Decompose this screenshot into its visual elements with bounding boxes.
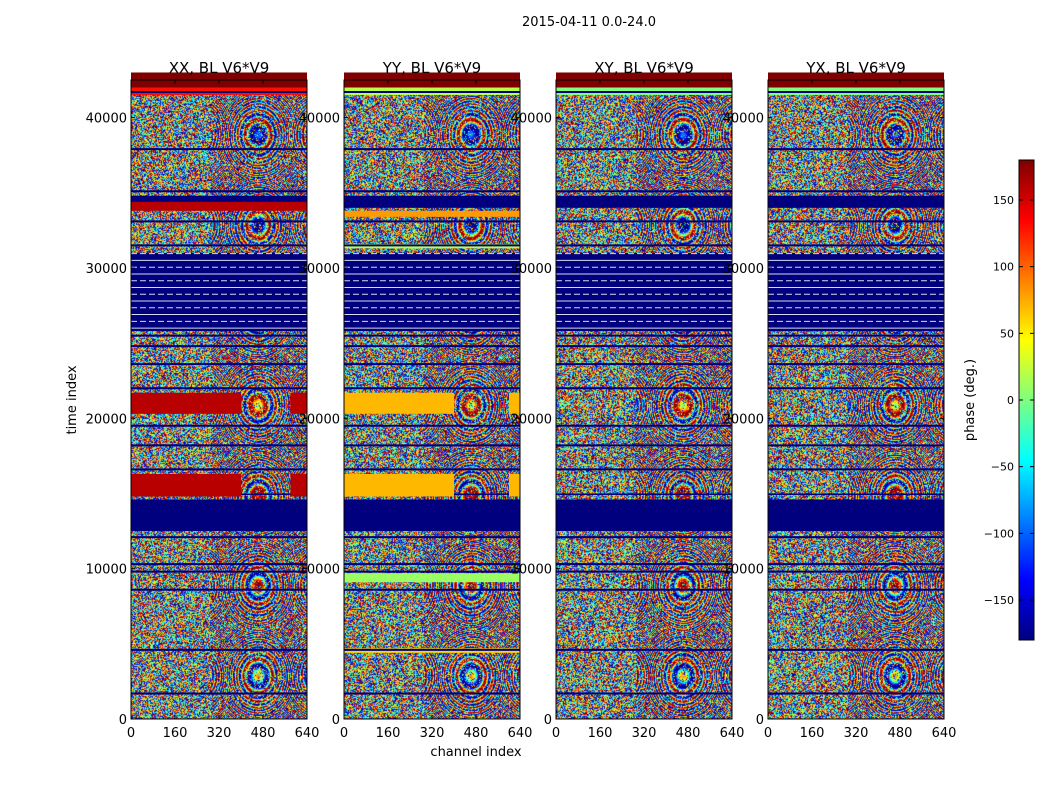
phase-band [344, 392, 454, 414]
phase-band [290, 473, 307, 497]
x-tick-label: 480 [676, 726, 701, 741]
colorbar-tick-label: 150 [993, 194, 1014, 207]
blocked-band [768, 493, 944, 495]
panel-title: XX, BL V6*V9 [169, 59, 270, 77]
heatmap-panel: YX, BL V6*V9 0 160 320 480 640 0 10000 20000 3000… [723, 59, 957, 741]
panel-title: XY, BL V6*V9 [594, 59, 694, 77]
colorbar-tick-label: −100 [984, 527, 1014, 540]
heatmap-panel: YY, BL V6*V9 0 160 320 480 640 0 10000 20000 3000… [299, 59, 533, 741]
y-tick-label: 10000 [511, 563, 552, 578]
y-tick-label: 20000 [86, 412, 127, 427]
heatmap-panel: XX, BL V6*V9 0 160 320 480 640 0 10000 20000 3000… [86, 59, 320, 741]
heatmap-panels: XX, BL V6*V9 0 160 320 480 640 0 10000 20000 3000… [86, 59, 957, 741]
blocked-band [768, 252, 944, 332]
blocked-band [768, 499, 944, 532]
phase-band [290, 392, 307, 414]
y-tick-label: 30000 [511, 262, 552, 277]
blocked-band [768, 195, 944, 208]
x-tick-label: 0 [340, 726, 348, 741]
blocked-band [556, 499, 732, 532]
phase-band [509, 473, 520, 497]
heatmap-panel: XY, BL V6*V9 0 160 320 480 640 0 10000 20000 3000… [511, 59, 745, 741]
x-axis-label: channel index [430, 745, 521, 760]
x-tick-label: 480 [251, 726, 276, 741]
colorbar-tick-label: −150 [984, 594, 1014, 607]
y-tick-label: 30000 [723, 262, 764, 277]
x-tick-label: 640 [508, 726, 533, 741]
x-tick-label: 480 [888, 726, 913, 741]
blocked-band [131, 499, 307, 532]
y-tick-label: 0 [756, 713, 764, 728]
y-tick-label: 10000 [86, 563, 127, 578]
y-tick-label: 40000 [86, 112, 127, 127]
x-tick-label: 480 [464, 726, 489, 741]
colorbar-tick-label: 50 [1000, 327, 1014, 340]
phase-raster [556, 80, 732, 719]
colorbar: 150 100 50 0 −50 −100 −150 phase (deg.) [963, 159, 1035, 641]
y-tick-label: 20000 [723, 412, 764, 427]
x-tick-label: 160 [163, 726, 188, 741]
figure-suptitle: 2015-04-11 0.0-24.0 [522, 15, 656, 30]
y-tick-label: 40000 [511, 112, 552, 127]
x-tick-label: 160 [376, 726, 401, 741]
colorbar-tick-label: −50 [991, 461, 1014, 474]
colorbar-tick-label: 0 [1007, 394, 1014, 407]
phase-band [509, 392, 520, 414]
y-tick-label: 40000 [723, 112, 764, 127]
y-tick-label: 40000 [299, 112, 340, 127]
x-tick-label: 640 [932, 726, 957, 741]
y-tick-label: 0 [332, 713, 340, 728]
phase-band [131, 392, 241, 414]
colorbar-label: phase (deg.) [963, 359, 978, 441]
blocked-band [556, 195, 732, 208]
x-tick-label: 0 [127, 726, 135, 741]
blocked-band [344, 252, 520, 332]
y-tick-label: 20000 [511, 412, 552, 427]
phase-band [344, 573, 520, 583]
panel-title: YY, BL V6*V9 [382, 59, 481, 77]
blocked-band [131, 252, 307, 332]
y-tick-label: 30000 [86, 262, 127, 277]
y-tick-label: 0 [119, 713, 127, 728]
y-tick-label: 20000 [299, 412, 340, 427]
y-tick-label: 0 [544, 713, 552, 728]
x-tick-label: 320 [632, 726, 657, 741]
x-tick-label: 640 [720, 726, 745, 741]
blocked-band [344, 195, 520, 208]
phase-band [344, 473, 454, 497]
blocked-band [344, 499, 520, 532]
colorbar-tick-label: 100 [993, 261, 1014, 274]
x-tick-label: 320 [207, 726, 232, 741]
y-tick-label: 30000 [299, 262, 340, 277]
blocked-band [556, 493, 732, 495]
x-tick-label: 160 [800, 726, 825, 741]
colorbar-ticks: 150 100 50 0 −50 −100 −150 [984, 194, 1034, 607]
y-tick-label: 10000 [723, 563, 764, 578]
x-tick-label: 320 [844, 726, 869, 741]
x-tick-label: 320 [420, 726, 445, 741]
y-axis-label: time index [65, 365, 80, 434]
phase-band [131, 201, 307, 211]
blocked-band [556, 252, 732, 332]
x-tick-label: 0 [764, 726, 772, 741]
x-tick-label: 160 [588, 726, 613, 741]
x-tick-label: 640 [295, 726, 320, 741]
x-tick-label: 0 [552, 726, 560, 741]
y-tick-label: 10000 [299, 563, 340, 578]
phase-band [131, 473, 241, 497]
panel-title: YX, BL V6*V9 [805, 59, 906, 77]
phase-raster [768, 80, 944, 719]
phase-band [344, 210, 520, 217]
